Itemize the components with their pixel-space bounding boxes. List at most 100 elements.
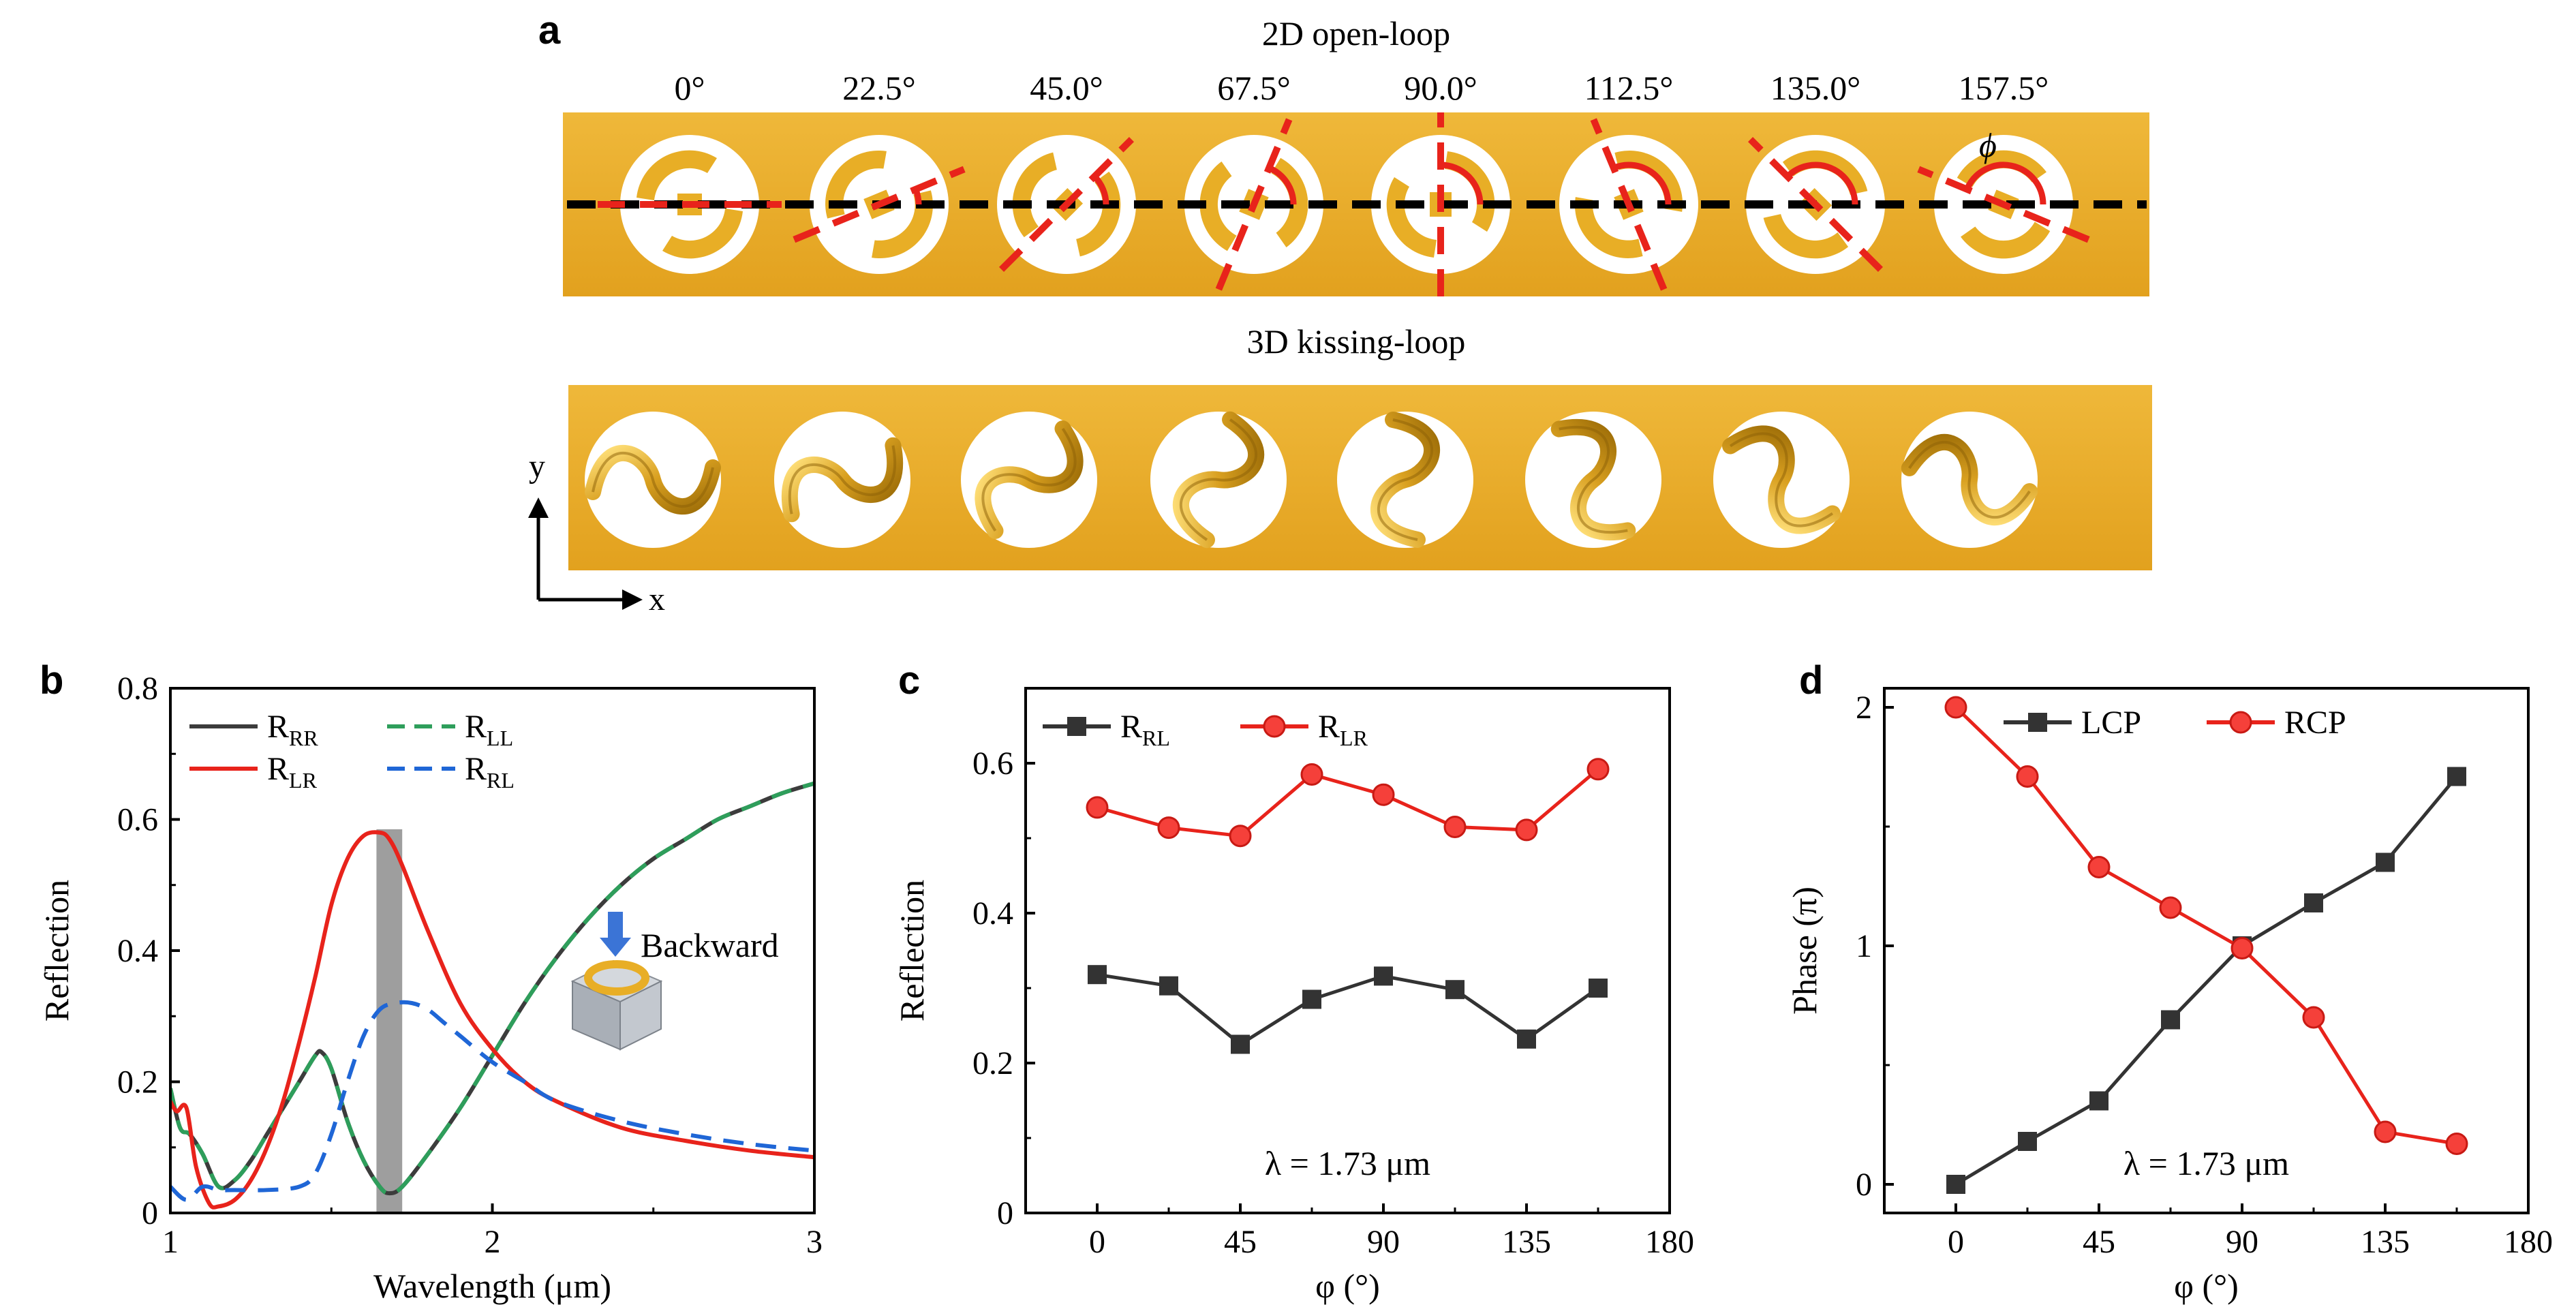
- data-point-RRL: [1302, 989, 1321, 1009]
- kissing-loop-cell: [1337, 412, 1473, 548]
- rotation-arc: [1612, 162, 1672, 205]
- y-axis-label: Reflection: [893, 880, 931, 1021]
- rotation-arc: [1964, 162, 2046, 205]
- kissing-loop-cell: [1525, 412, 1661, 548]
- data-point-LCP: [2304, 893, 2323, 912]
- legend-label: RLL: [465, 709, 513, 750]
- data-point-LCP: [2376, 852, 2395, 872]
- legend-label-subscript: LL: [487, 726, 513, 750]
- inset-arrow-shaft: [608, 912, 623, 939]
- legend-marker: [2229, 711, 2252, 734]
- chart-b: 1 2 3 0 0.2 0.4 0.6 0.8 Wavelength (μm) Reflectio…: [37, 671, 823, 1305]
- data-point-RLR: [1515, 818, 1538, 842]
- open-loop-arm: [1574, 197, 1643, 258]
- open-loop-arm: [1271, 157, 1308, 247]
- x-tick-label: 3: [806, 1224, 823, 1260]
- legend-label-subscript: RL: [1142, 726, 1170, 750]
- x-tick-label: 45: [1224, 1224, 1257, 1260]
- legend-label-base: R: [1120, 709, 1142, 745]
- open-loop-arm: [1386, 177, 1437, 258]
- open-loop-arm: [1076, 171, 1121, 257]
- data-point-RRL: [1088, 965, 1107, 985]
- highlight-band: [376, 829, 403, 1213]
- chart-d: 0 45 90 135 180 0 1 2 φ (°) Phase (π) LCP RCP λ = 1.…: [1785, 687, 2553, 1305]
- data-point-RRL: [1231, 1034, 1250, 1054]
- rotation-axis-dash: [1917, 166, 2090, 243]
- panel-label-a: a: [538, 8, 561, 52]
- x-tick-label: 90: [1367, 1224, 1400, 1260]
- y-tick-label: 0.6: [117, 802, 158, 838]
- data-point-RCP: [2087, 856, 2111, 878]
- rotation-axis-dash: [1590, 118, 1668, 291]
- y-tick-label: 0.2: [117, 1064, 158, 1101]
- series-line-RRL: [1097, 972, 1599, 1047]
- data-point-RRL: [1445, 980, 1465, 1000]
- x-axis-label: φ (°): [1315, 1267, 1380, 1305]
- kissing-loop-edge: [1908, 441, 2031, 519]
- x-tick-label: 90: [2226, 1224, 2258, 1260]
- legend-label: RRR: [267, 709, 318, 750]
- data-point-RLR: [1157, 816, 1180, 840]
- legend-label: RLR: [1318, 709, 1368, 750]
- kissing-loop-cell: [774, 412, 910, 548]
- panel-b: b 1 2 3 0 0.2 0.4 0.6 0.8 Wavelength (μm) Reflect…: [37, 658, 823, 1305]
- legend-label: RRL: [465, 751, 515, 793]
- xy-axis-indicator: y x: [528, 448, 665, 617]
- x-tick-label: 180: [1645, 1224, 1694, 1260]
- legend-label: RLR: [267, 751, 318, 793]
- angle-label: 0°: [675, 69, 705, 107]
- series-line-RRR: [170, 781, 814, 1196]
- y-axis-label: Reflection: [37, 880, 76, 1021]
- y-tick-label: 0.8: [117, 671, 158, 707]
- kissing-loop-edge: [1559, 425, 1628, 534]
- rotation-arc: [1785, 162, 1858, 205]
- x-tick-label: 45: [2083, 1224, 2115, 1260]
- series-line-RLR: [170, 830, 814, 1210]
- plot-frame: [169, 687, 816, 1214]
- angle-label: 112.5°: [1584, 69, 1674, 107]
- rotation-arc: [1092, 174, 1109, 205]
- data-point-RRL: [1374, 966, 1393, 986]
- y-axis-label: Phase (π): [1785, 887, 1824, 1015]
- kissing-loop-cell: [1901, 412, 2038, 549]
- data-point-RLR: [1086, 796, 1109, 819]
- kissing-loop-edge: [788, 445, 897, 514]
- legend-marker: [1067, 717, 1086, 736]
- legend-label-base: R: [267, 751, 289, 787]
- rotation-axis-dash: [1748, 137, 1883, 272]
- inset-backward-label: Backward: [641, 926, 779, 964]
- kissing-loop-cell: [961, 411, 1097, 548]
- y-tick-label: 0.4: [972, 895, 1013, 932]
- kissing-loop-edge: [1729, 432, 1834, 527]
- data-point-RLR: [1229, 825, 1252, 848]
- y-tick-label: 0.4: [117, 933, 158, 969]
- data-point-RRL: [1517, 1029, 1536, 1049]
- y-tick-label: 0.2: [972, 1045, 1013, 1081]
- x-axis-label: φ (°): [2174, 1267, 2239, 1305]
- kissing-loop-cell: [1713, 412, 1850, 548]
- legend-label-subscript: LR: [289, 768, 318, 793]
- data-point-RCP: [2374, 1120, 2397, 1143]
- series-line-RRL: [170, 1000, 814, 1202]
- rotation-arc: [1268, 165, 1297, 205]
- inset-gold-loop: [584, 960, 649, 996]
- angle-label: 135.0°: [1770, 69, 1861, 107]
- data-point-RCP: [2445, 1133, 2468, 1155]
- data-point-LCP: [2018, 1132, 2037, 1151]
- rotation-arc: [1440, 162, 1484, 205]
- x-tick-label: 0: [1948, 1224, 1964, 1260]
- series-line-RLR: [1097, 767, 1599, 838]
- angle-label: 90.0°: [1404, 69, 1477, 107]
- legend-label-base: RCP: [2284, 705, 2346, 741]
- angle-label: 67.5°: [1217, 69, 1291, 107]
- series-line-RCP: [1954, 706, 2457, 1145]
- legend-label-subscript: LR: [1340, 726, 1368, 750]
- rotation-axis-dash: [999, 137, 1134, 272]
- angle-labels: 0° 22.5° 45.0° 67.5° 90.0° 112.5° 135.0° 157.5°: [675, 69, 2049, 107]
- data-point-RCP: [2159, 896, 2182, 919]
- open-loop-arm: [637, 150, 717, 200]
- inset-arrow-head: [600, 938, 631, 957]
- data-point-RCP: [1944, 696, 1967, 719]
